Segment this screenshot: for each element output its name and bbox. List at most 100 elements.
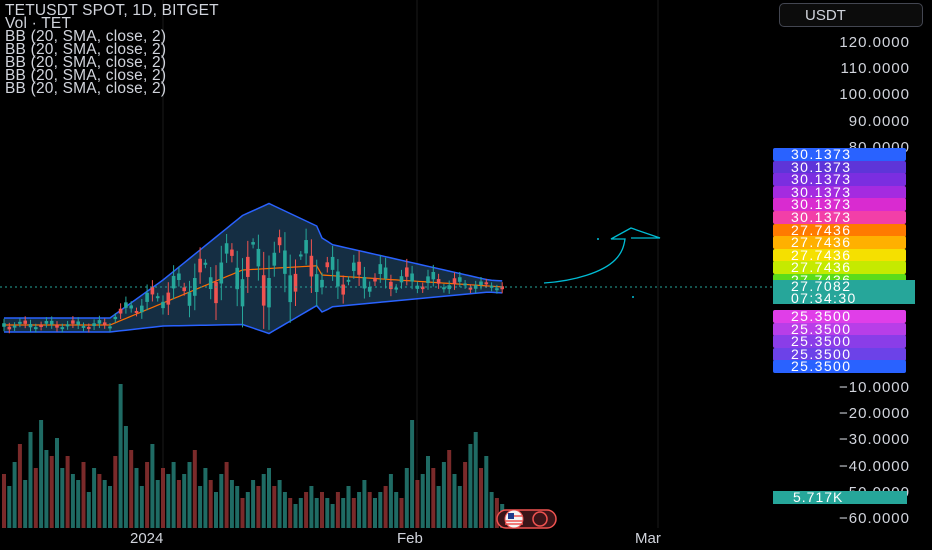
volume-bar bbox=[224, 462, 229, 528]
volume-bar bbox=[12, 462, 17, 528]
volume-bar bbox=[70, 474, 75, 528]
candle-body bbox=[426, 276, 430, 284]
volume-bar bbox=[176, 480, 181, 528]
volume-bar bbox=[367, 492, 372, 528]
drawing-anchor-dot bbox=[632, 296, 634, 298]
drawing-anchor-dot bbox=[597, 238, 599, 240]
indicator-legend-3[interactable]: BB (20, SMA, close, 2) bbox=[5, 54, 167, 71]
candle-body bbox=[108, 326, 112, 329]
candle-body bbox=[187, 292, 192, 306]
volume-bar bbox=[17, 444, 22, 528]
candle-body bbox=[405, 267, 409, 277]
candle-body bbox=[155, 296, 160, 299]
indicator-legend-4[interactable]: BB (20, SMA, close, 2) bbox=[5, 67, 167, 84]
volume-bar bbox=[473, 432, 478, 528]
candle-body bbox=[484, 282, 489, 285]
volume-bar bbox=[155, 480, 160, 528]
candle-body bbox=[171, 275, 176, 289]
candle-body bbox=[12, 325, 17, 328]
symbol-title[interactable]: TETUSDT SPOT, 1D, BITGET bbox=[5, 2, 219, 19]
candle-body bbox=[378, 264, 383, 275]
price-axis-label: 120.0000 bbox=[839, 34, 910, 51]
candle-body bbox=[299, 254, 303, 257]
indicator-value-tag: 30.1373 bbox=[773, 197, 906, 211]
volume-bar bbox=[214, 492, 218, 528]
volume-bar bbox=[351, 498, 356, 528]
us-flag-badge[interactable] bbox=[496, 509, 557, 529]
volume-bar bbox=[219, 474, 224, 528]
candle-body bbox=[283, 250, 287, 274]
candle-body bbox=[325, 262, 330, 268]
candle-body bbox=[2, 323, 6, 327]
volume-bar bbox=[49, 456, 54, 528]
currency-select-button[interactable]: USDT bbox=[779, 3, 923, 27]
volume-bar bbox=[187, 462, 192, 528]
volume-bar bbox=[484, 456, 489, 528]
candle-body bbox=[463, 283, 467, 286]
candle-body bbox=[389, 281, 393, 290]
volume-bar bbox=[388, 474, 393, 528]
volume-bar bbox=[86, 492, 91, 528]
chart-legend: TETUSDT SPOT, 1D, BITGET Vol · TET BB (2… bbox=[5, 2, 219, 97]
candle-body bbox=[235, 267, 239, 290]
candle-body bbox=[34, 327, 38, 330]
bollinger-upper-band bbox=[4, 202, 503, 319]
candle-body bbox=[261, 275, 266, 306]
volume-legend[interactable]: Vol · TET bbox=[5, 15, 72, 32]
candle-body bbox=[7, 326, 12, 330]
indicator-legend-2[interactable]: BB (20, SMA, close, 2) bbox=[5, 41, 167, 58]
indicator-legend-5[interactable]: BB (20, SMA, close, 2) bbox=[5, 80, 167, 97]
volume-bar bbox=[320, 492, 324, 528]
volume-bar bbox=[118, 384, 123, 528]
volume-bar bbox=[282, 492, 287, 528]
time-axis-label-feb: Feb bbox=[397, 530, 423, 547]
volume-bar bbox=[357, 492, 362, 528]
volume-bar bbox=[97, 474, 102, 528]
last-price-tag[interactable]: 27.7082 07:34:30 bbox=[773, 279, 915, 305]
candle-body bbox=[129, 305, 133, 309]
indicator-value-tag: 27.7436 bbox=[773, 248, 906, 262]
volume-bar bbox=[304, 492, 309, 528]
candle-body bbox=[410, 273, 414, 282]
candle-body bbox=[44, 321, 49, 324]
candle-body bbox=[65, 324, 70, 327]
volume-bar bbox=[341, 498, 346, 528]
candle-body bbox=[336, 271, 340, 287]
candle-body bbox=[479, 281, 483, 286]
volume-bar bbox=[378, 492, 383, 528]
volume-bar bbox=[309, 486, 314, 528]
candle-body bbox=[193, 278, 197, 296]
volume-bar bbox=[494, 498, 499, 528]
candle-body bbox=[102, 322, 107, 325]
candle-body bbox=[28, 324, 33, 328]
time-axis-label-2024: 2024 bbox=[130, 530, 164, 547]
candle-body bbox=[76, 321, 80, 325]
candle-body bbox=[134, 310, 139, 313]
volume-bar bbox=[23, 480, 28, 528]
candle-body bbox=[198, 258, 202, 273]
candle-body bbox=[468, 287, 473, 290]
candle-body bbox=[18, 321, 22, 324]
candle-body bbox=[203, 262, 208, 265]
candle-body bbox=[436, 279, 441, 284]
volume-bar bbox=[426, 456, 430, 528]
candle-body bbox=[87, 326, 91, 329]
candle-body bbox=[55, 325, 59, 328]
candle-body bbox=[145, 292, 149, 302]
candle-body bbox=[71, 320, 75, 324]
candle-body bbox=[150, 287, 155, 295]
candle-body bbox=[341, 284, 345, 295]
volume-bar bbox=[182, 474, 187, 528]
candle-body bbox=[140, 305, 144, 313]
volume-bar bbox=[468, 444, 473, 528]
candle-body bbox=[394, 287, 398, 290]
volume-bar bbox=[39, 420, 44, 528]
candle-body bbox=[288, 275, 292, 303]
candle-body bbox=[161, 301, 165, 309]
candle-body bbox=[177, 273, 181, 281]
indicator-value-tag: 25.3500 bbox=[773, 347, 906, 361]
indicator-legend-1[interactable]: BB (20, SMA, close, 2) bbox=[5, 28, 167, 45]
drawn-arrow[interactable] bbox=[543, 227, 661, 284]
volume-bar bbox=[108, 486, 112, 528]
